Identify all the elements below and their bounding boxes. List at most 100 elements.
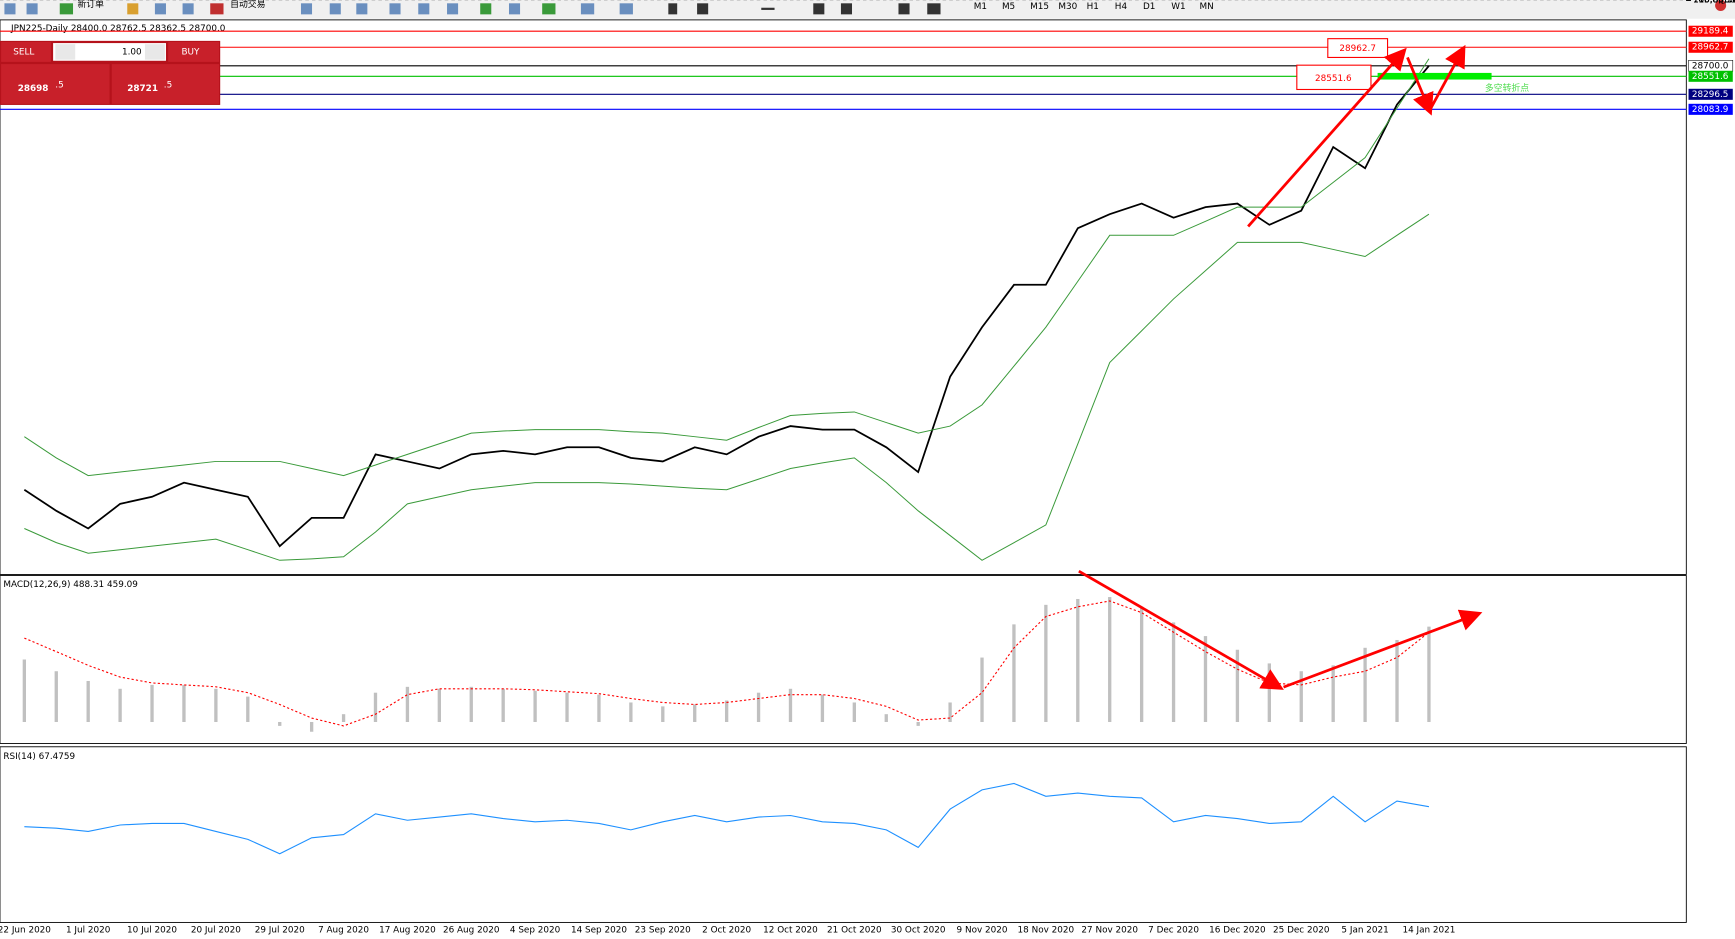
rsi-title: RSI(14) 67.4759: [3, 752, 75, 762]
level-tag: [1688, 41, 1733, 53]
x-tick-label: 12 Oct 2020: [763, 926, 818, 936]
timeframe[interactable]: M5: [1002, 2, 1015, 12]
sell-button[interactable]: [1, 41, 51, 62]
buy-price-fraction[interactable]: .5: [164, 81, 172, 91]
annotation: 28962.7: [1339, 44, 1376, 54]
lot-value[interactable]: 1.00: [122, 47, 142, 57]
toolbar-icons: [4, 0, 1727, 15]
rsi-pane: [0, 746, 1687, 923]
timeframe[interactable]: M1: [974, 2, 987, 12]
macd-bar: [629, 702, 633, 722]
x-tick-label: 18 Nov 2020: [1018, 926, 1075, 936]
macd-bar: [1171, 622, 1176, 722]
macd-bar: [820, 694, 825, 722]
macd-bar: [1044, 604, 1048, 722]
sell-price-box[interactable]: [1, 64, 110, 104]
x-tick-label: 14 Jan 2021: [1402, 926, 1455, 936]
toolbar: [0, 0, 1735, 19]
x-tick-label: 21 Oct 2020: [827, 926, 882, 936]
buy-label[interactable]: BUY: [181, 47, 200, 57]
macd-bar: [916, 721, 920, 726]
macd-bar: [22, 659, 27, 722]
macd-bar: [693, 704, 697, 722]
timeframe[interactable]: M15: [1030, 2, 1049, 12]
timeframe[interactable]: H4: [1115, 2, 1128, 12]
y-tick-label: 715.8,[object Object],-100.05: [1693, 0, 1735, 5]
sell-price[interactable]: 28698: [18, 84, 49, 94]
x-tick-label: 30 Oct 2020: [891, 926, 946, 936]
annotation-box: [1296, 64, 1372, 91]
macd-bar: [1108, 597, 1112, 722]
y-tick-label: 100,80,50,15,0: [1693, 0, 1735, 5]
buy-button[interactable]: [168, 41, 220, 62]
level-label: 28962.7: [1692, 43, 1729, 53]
signal-line: [24, 600, 1430, 727]
macd-bar: [1012, 624, 1016, 722]
macd-bar: [533, 690, 537, 722]
macd-bar: [373, 692, 378, 722]
plot: [0, 0, 1687, 855]
new-order-button[interactable]: 新订单: [77, 0, 104, 10]
x-tick-label: 25 Dec 2020: [1273, 926, 1330, 936]
macd-bar: [501, 688, 505, 722]
timeframe[interactable]: MN: [1199, 2, 1213, 12]
timeframe[interactable]: H1: [1087, 2, 1099, 12]
macd-bar: [724, 700, 729, 722]
macd-bar: [309, 721, 314, 732]
x-tick-label: 16 Dec 2020: [1209, 926, 1266, 936]
x-tick-label: 17 Aug 2020: [379, 926, 436, 936]
level-label: 28700.0: [1692, 61, 1729, 71]
timeframe[interactable]: W1: [1171, 2, 1185, 12]
macd-bar: [1267, 663, 1271, 722]
macd-bar: [437, 688, 441, 722]
macd-bar: [341, 714, 346, 722]
x-tick-label: 14 Sep 2020: [571, 926, 627, 936]
macd-bar: [1076, 598, 1080, 722]
timeframes: M1 M5 M15 M30 H1 H4 D1 W1 MN: [974, 2, 1214, 12]
buy-price[interactable]: 28721: [127, 84, 158, 94]
pivot-bar: [1377, 72, 1492, 80]
price-pane: [0, 19, 1687, 575]
lot-input[interactable]: [53, 43, 166, 61]
annotation: 28551.6: [1315, 74, 1352, 84]
macd-bar: [565, 692, 569, 722]
macd-bar: [1299, 671, 1303, 722]
macd-bar: [150, 684, 154, 722]
price-line: [23, 65, 1430, 548]
trade-panel: SELL 1.00 BUY 28698 .5 28721 .5: [0, 40, 221, 105]
timeframe[interactable]: D1: [1143, 2, 1155, 12]
timeframe[interactable]: M30: [1058, 2, 1077, 12]
level-label: 29189.4: [1692, 27, 1729, 37]
macd-bar: [756, 692, 761, 722]
buy-price-box[interactable]: [111, 64, 220, 104]
level-label: 28551.6: [1692, 72, 1729, 82]
band-line: [24, 213, 1430, 561]
x-tick-label: 27 Nov 2020: [1081, 926, 1138, 936]
y-tick-label: 100,80,50,15,0: [1693, 0, 1735, 5]
sell-price-fraction[interactable]: .5: [55, 81, 63, 91]
level-label: 28083.9: [1692, 105, 1729, 115]
macd-bar: [884, 714, 888, 722]
macd-bar: [214, 688, 218, 722]
macd-bar: [246, 696, 250, 722]
macd-bar: [118, 688, 122, 722]
macd-bar: [182, 684, 186, 722]
annotation: 多空转折点: [1485, 82, 1529, 94]
macd-bar: [86, 680, 90, 722]
y-tick-label: 100,80,50,15,0: [1693, 0, 1735, 5]
macd-bar: [1363, 647, 1367, 722]
macd-bar: [661, 706, 665, 722]
level-tag: [1688, 103, 1733, 115]
x-tick-label: 1 Jul 2020: [66, 926, 111, 936]
level-label: 28296.5: [1692, 90, 1729, 100]
sell-label[interactable]: SELL: [13, 47, 34, 57]
x-tick-label: 9 Nov 2020: [957, 926, 1008, 936]
chart-title: JPN225-Daily 28400.0 28762.5 28362.5 287…: [10, 24, 226, 34]
macd-bar: [852, 702, 856, 722]
x-tick-label: 7 Aug 2020: [318, 926, 369, 936]
auto-trading-button[interactable]: 自动交易: [230, 0, 265, 10]
macd-bar: [1331, 665, 1335, 722]
x-tick-label: 7 Dec 2020: [1148, 926, 1199, 936]
x-tick-label: 20 Jul 2020: [191, 926, 241, 936]
